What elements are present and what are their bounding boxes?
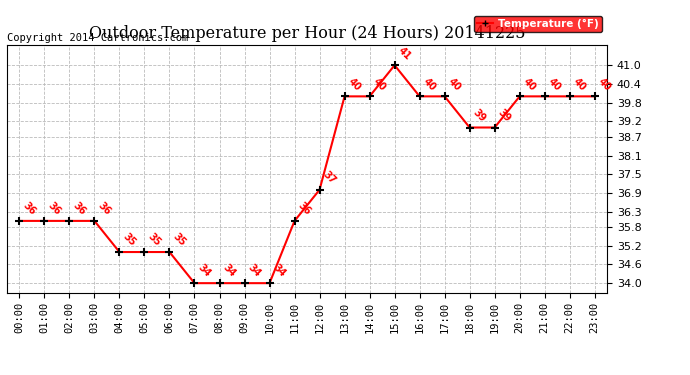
Text: 36: 36 (96, 201, 112, 217)
Text: 35: 35 (121, 232, 137, 248)
Text: 40: 40 (371, 76, 388, 93)
Text: 40: 40 (546, 76, 562, 93)
Text: 34: 34 (196, 263, 213, 279)
Text: 39: 39 (471, 107, 488, 124)
Text: 39: 39 (496, 107, 513, 124)
Text: 34: 34 (246, 263, 262, 279)
Text: 40: 40 (596, 76, 613, 93)
Text: 40: 40 (421, 76, 437, 93)
Title: Outdoor Temperature per Hour (24 Hours) 20141225: Outdoor Temperature per Hour (24 Hours) … (89, 25, 525, 42)
Legend: Temperature (°F): Temperature (°F) (474, 15, 602, 32)
Text: 36: 36 (46, 201, 62, 217)
Text: 36: 36 (21, 201, 37, 217)
Text: 34: 34 (270, 263, 288, 279)
Text: 40: 40 (446, 76, 462, 93)
Text: 41: 41 (396, 45, 413, 62)
Text: 40: 40 (521, 76, 538, 93)
Text: 40: 40 (571, 76, 588, 93)
Text: 35: 35 (146, 232, 162, 248)
Text: 36: 36 (70, 201, 88, 217)
Text: 35: 35 (170, 232, 188, 248)
Text: 36: 36 (296, 201, 313, 217)
Text: 37: 37 (321, 170, 337, 186)
Text: Copyright 2014 Cartronics.com: Copyright 2014 Cartronics.com (7, 33, 188, 42)
Text: 34: 34 (221, 263, 237, 279)
Text: 40: 40 (346, 76, 362, 93)
